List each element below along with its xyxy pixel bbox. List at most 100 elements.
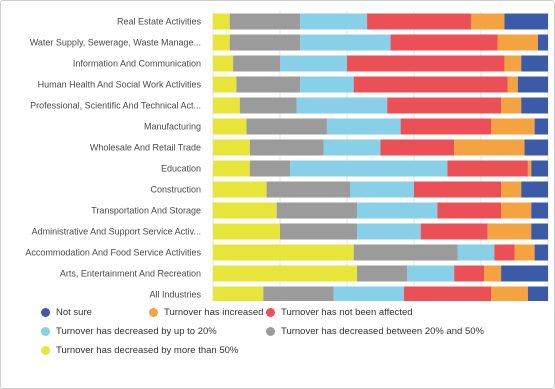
bar-segment[interactable] xyxy=(400,118,492,135)
bar-segment[interactable] xyxy=(527,286,548,302)
bar-segment[interactable] xyxy=(470,13,505,30)
bar-segment[interactable] xyxy=(531,160,548,177)
bar-segment[interactable] xyxy=(501,97,522,114)
bar-segment[interactable] xyxy=(213,286,264,302)
bar-segment[interactable] xyxy=(507,76,518,93)
legend-item[interactable]: Turnover has increased xyxy=(149,307,263,318)
category-label: Construction xyxy=(150,185,201,195)
bar-segment[interactable] xyxy=(501,181,522,198)
bar-segment[interactable] xyxy=(407,265,455,282)
bar-segment[interactable] xyxy=(390,34,498,51)
bar-segment[interactable] xyxy=(454,265,485,282)
bar-segment[interactable] xyxy=(280,223,358,240)
bar-segment[interactable] xyxy=(457,244,495,261)
bar-segment[interactable] xyxy=(213,160,250,177)
bar-segment[interactable] xyxy=(353,244,458,261)
bar-segment[interactable] xyxy=(353,76,508,93)
bar-segment[interactable] xyxy=(333,286,404,302)
legend-label: Turnover has decreased by up to 20% xyxy=(56,326,217,337)
bar-segment[interactable] xyxy=(323,139,381,156)
bar-segment[interactable] xyxy=(387,97,502,114)
bar-segment[interactable] xyxy=(524,139,548,156)
bar-segment[interactable] xyxy=(534,244,548,261)
bar-segment[interactable] xyxy=(357,223,421,240)
bar-segment[interactable] xyxy=(521,55,548,72)
bar-segment[interactable] xyxy=(213,244,354,261)
bar-segment[interactable] xyxy=(484,265,502,282)
bar-segment[interactable] xyxy=(213,223,280,240)
bar-segment[interactable] xyxy=(501,265,548,282)
bar-segment[interactable] xyxy=(229,34,301,51)
bar-segment[interactable] xyxy=(367,13,471,30)
bar-segment[interactable] xyxy=(347,55,505,72)
bar-segment[interactable] xyxy=(501,202,532,219)
bar-segment[interactable] xyxy=(504,55,522,72)
bar-segment[interactable] xyxy=(246,118,327,135)
legend-item[interactable]: Turnover has decreased by up to 20% xyxy=(41,326,217,337)
bar-segment[interactable] xyxy=(437,202,502,219)
bar-segment[interactable] xyxy=(300,76,354,93)
bar-segment[interactable] xyxy=(213,76,237,93)
bar-segment[interactable] xyxy=(527,160,532,177)
legend-item[interactable]: Turnover has decreased by more than 50% xyxy=(41,345,238,356)
bar-segment[interactable] xyxy=(357,202,438,219)
bar-row xyxy=(213,55,548,72)
bar-segment[interactable] xyxy=(276,202,358,219)
category-label: Water Supply, Sewerage, Waste Manage... xyxy=(30,38,201,48)
legend-item[interactable]: Not sure xyxy=(41,307,92,318)
bar-segment[interactable] xyxy=(521,97,548,114)
bar-segment[interactable] xyxy=(447,160,528,177)
legend-item[interactable]: Turnover has decreased between 20% and 5… xyxy=(266,326,484,337)
bar-segment[interactable] xyxy=(534,118,548,135)
bar-segment[interactable] xyxy=(537,34,548,51)
bar-segment[interactable] xyxy=(213,202,277,219)
bar-segment[interactable] xyxy=(213,265,358,282)
bar-segment[interactable] xyxy=(521,181,548,198)
category-label: Wholesale And Retail Trade xyxy=(90,143,201,153)
bar-segment[interactable] xyxy=(213,181,267,198)
bar-segment[interactable] xyxy=(326,118,401,135)
bar-segment[interactable] xyxy=(213,139,250,156)
bar-segment[interactable] xyxy=(239,97,297,114)
bar-segment[interactable] xyxy=(263,286,334,302)
bar-segment[interactable] xyxy=(350,181,414,198)
bar-segment[interactable] xyxy=(296,97,388,114)
bar-segment[interactable] xyxy=(514,244,535,261)
bar-segment[interactable] xyxy=(531,202,548,219)
bar-segment[interactable] xyxy=(403,286,492,302)
bar-segment[interactable] xyxy=(494,244,515,261)
bar-segment[interactable] xyxy=(497,34,538,51)
bar-segment[interactable] xyxy=(280,55,347,72)
bar-segment[interactable] xyxy=(300,34,391,51)
bar-segment[interactable] xyxy=(491,118,535,135)
bar-segment[interactable] xyxy=(517,76,548,93)
bar-segment[interactable] xyxy=(414,181,502,198)
bar-segment[interactable] xyxy=(233,55,280,72)
bar-segment[interactable] xyxy=(357,265,408,282)
bar-segment[interactable] xyxy=(504,13,548,30)
bar-segment[interactable] xyxy=(531,223,548,240)
bar-row xyxy=(213,202,548,219)
bar-segment[interactable] xyxy=(213,34,230,51)
bar-segment[interactable] xyxy=(213,55,234,72)
bar-segment[interactable] xyxy=(229,13,301,30)
stacked-bar-chart: Real Estate Activities Water Supply, Sewe… xyxy=(25,11,549,302)
bar-segment[interactable] xyxy=(487,223,532,240)
bar-row xyxy=(213,265,548,282)
bar-segment[interactable] xyxy=(380,139,455,156)
bar-segment[interactable] xyxy=(266,181,351,198)
bar-segment[interactable] xyxy=(213,97,240,114)
bar-segment[interactable] xyxy=(213,13,230,30)
category-label: Real Estate Activities xyxy=(117,17,202,27)
bar-segment[interactable] xyxy=(290,160,448,177)
bar-segment[interactable] xyxy=(420,223,488,240)
category-label: Transportation And Storage xyxy=(91,206,201,216)
bar-segment[interactable] xyxy=(236,76,301,93)
bar-segment[interactable] xyxy=(213,118,247,135)
bar-segment[interactable] xyxy=(454,139,525,156)
legend-item[interactable]: Turnover has not been affected xyxy=(266,307,413,318)
bar-segment[interactable] xyxy=(300,13,368,30)
bar-segment[interactable] xyxy=(249,160,291,177)
bar-segment[interactable] xyxy=(249,139,324,156)
bar-segment[interactable] xyxy=(491,286,528,302)
